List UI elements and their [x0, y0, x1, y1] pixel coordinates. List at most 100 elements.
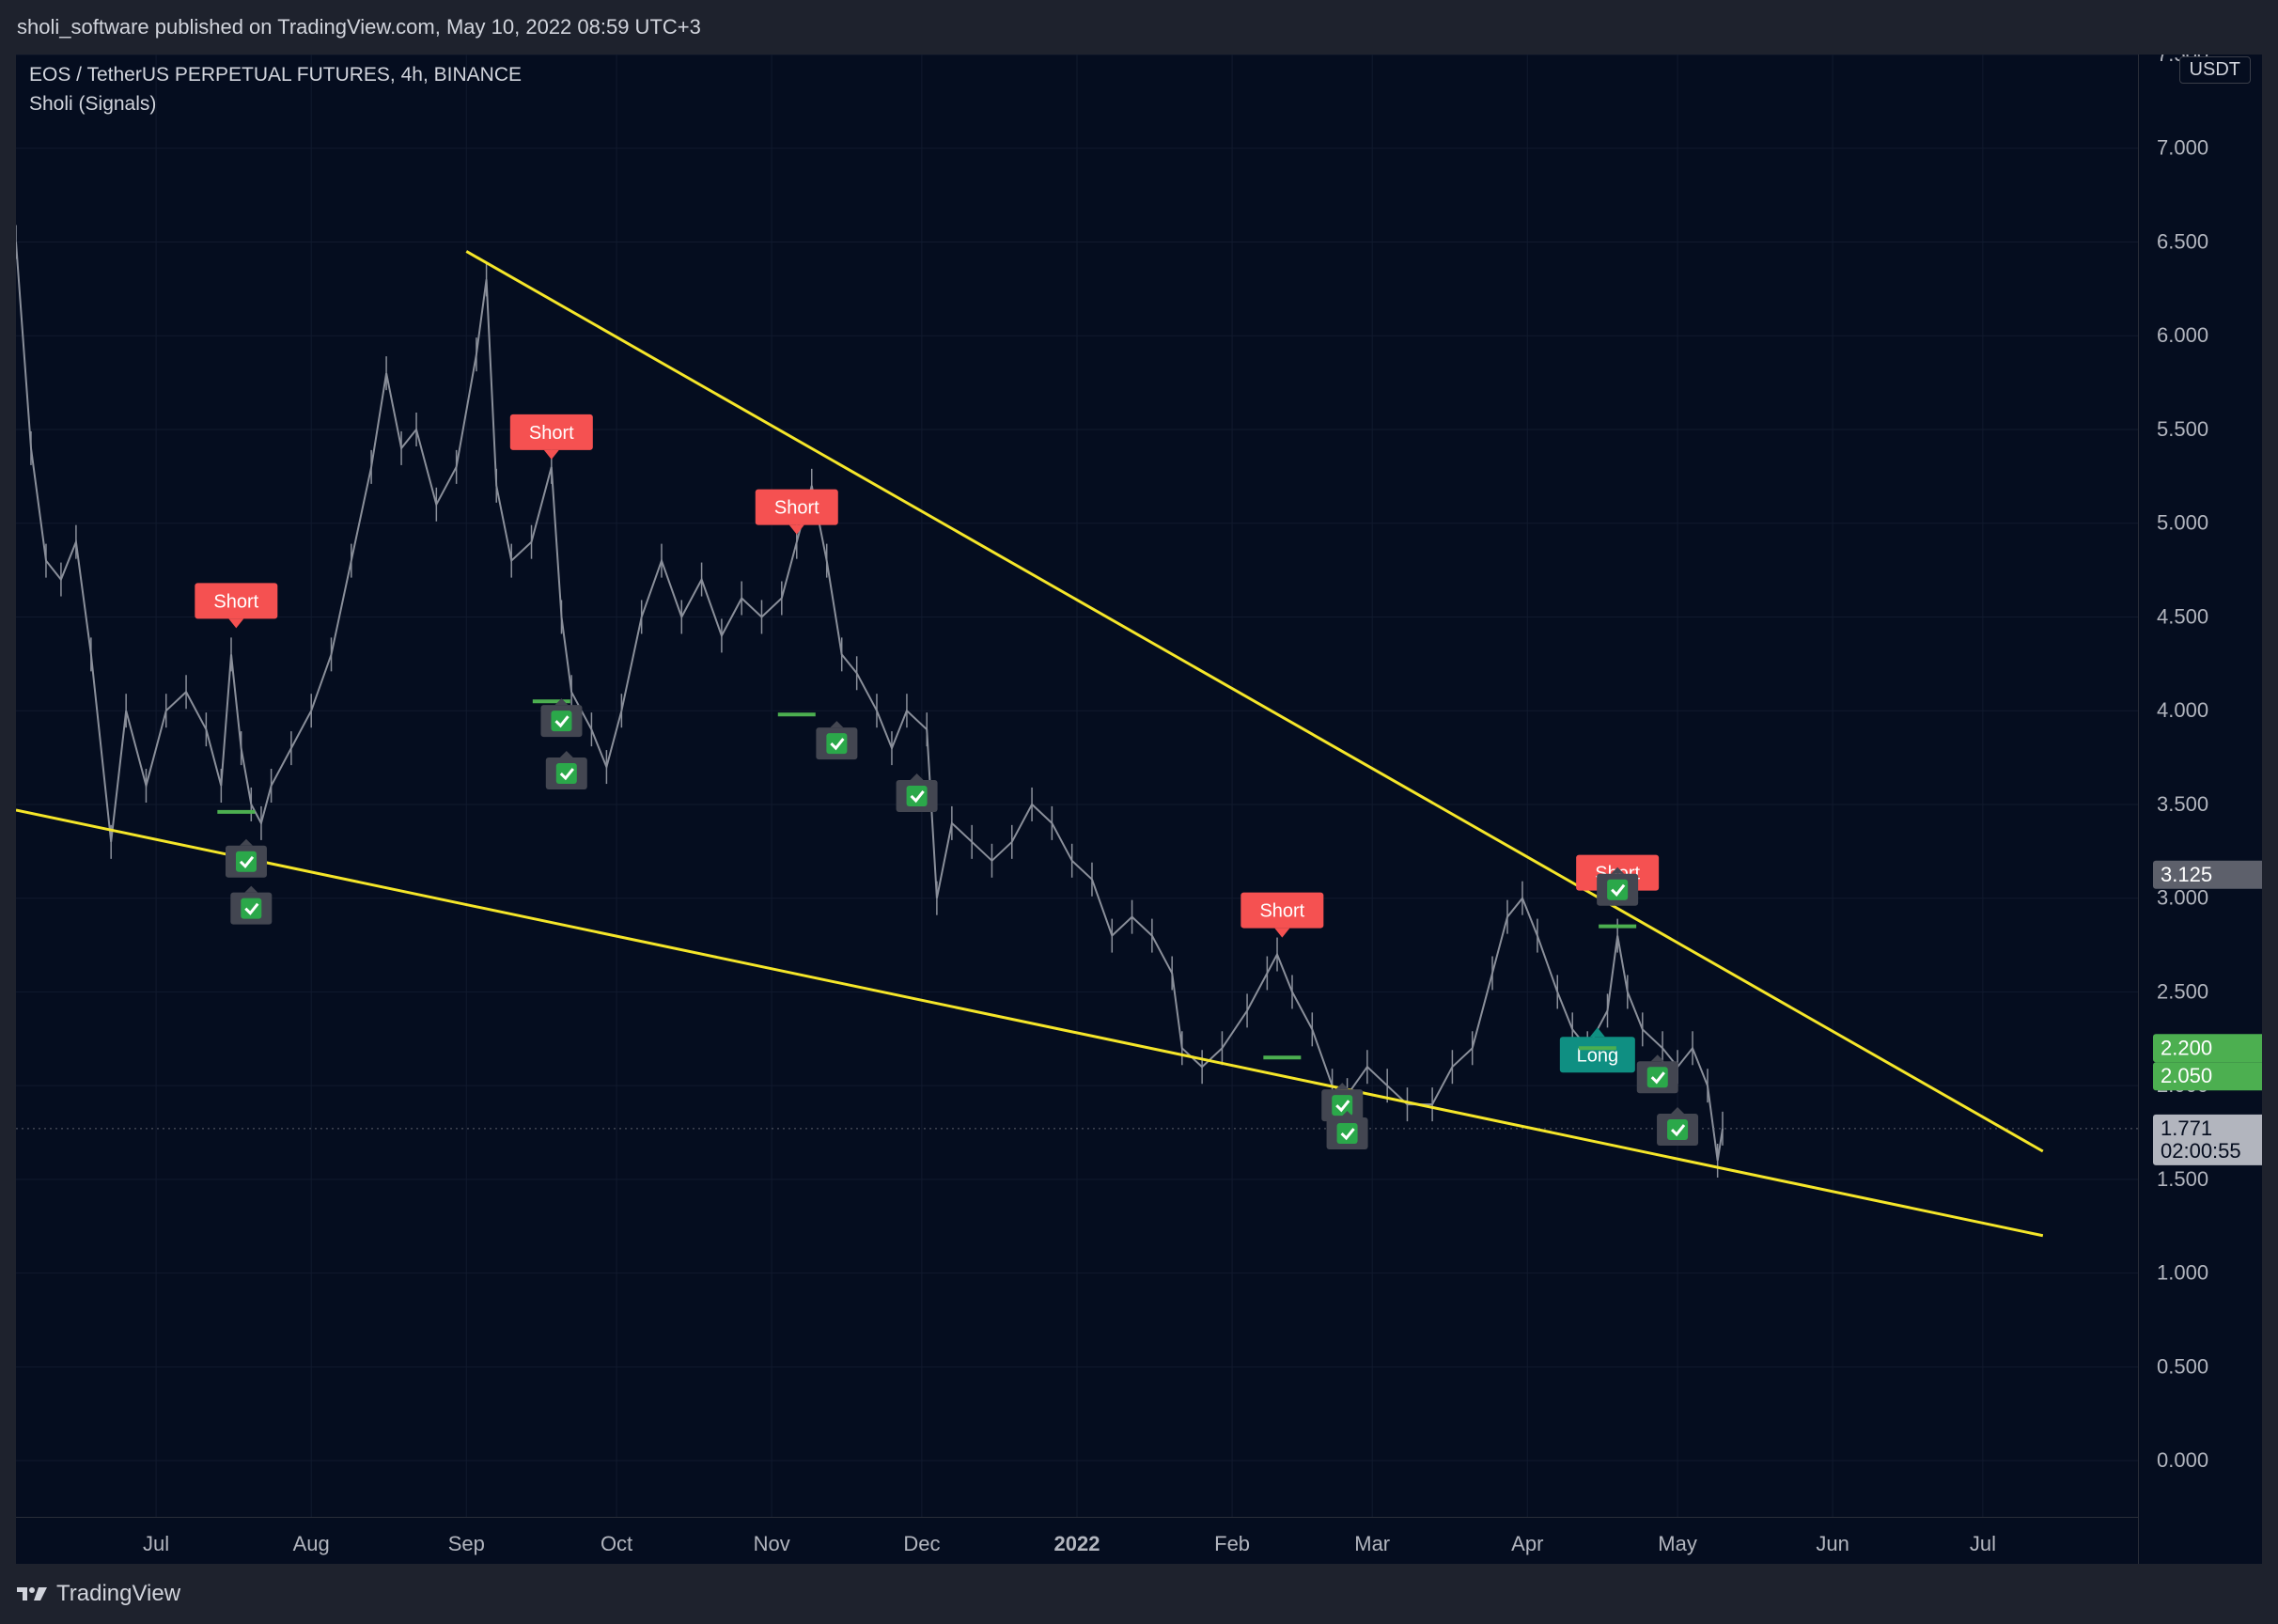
y-tick-label: 0.500	[2157, 1354, 2208, 1378]
check-icon	[235, 851, 257, 872]
signal-box	[1559, 1037, 1635, 1073]
y-tick-label: 0.000	[2157, 1448, 2208, 1472]
y-tick-label: 1.000	[2157, 1261, 2208, 1285]
signal-pointer	[1274, 928, 1290, 938]
marker-pointer	[1650, 1054, 1664, 1062]
signal-pointer	[788, 524, 804, 535]
signal-short: Short	[195, 583, 278, 925]
signal-markers: Short Short Short Short Short Long	[195, 414, 1699, 1150]
y-tick-label: 6.500	[2157, 229, 2208, 253]
price-label-bg	[2153, 1034, 2262, 1063]
target-hit-marker	[545, 751, 587, 790]
price-chart[interactable]: ShortShortShortShortShortLong 7.5007.000…	[16, 55, 2262, 1564]
x-tick-label: Jul	[1970, 1532, 1996, 1555]
target-hit-marker	[1636, 1054, 1678, 1094]
signal-short: Short	[1576, 854, 1660, 929]
target-hit-marker	[1597, 867, 1639, 906]
check-mark	[554, 715, 570, 728]
check-icon	[1607, 879, 1629, 900]
price-label: 2.200	[2153, 1034, 2262, 1063]
time-axis-divider	[16, 1517, 2138, 1518]
x-tick-label: May	[1658, 1532, 1697, 1555]
signal-label: Long	[1577, 1045, 1619, 1066]
x-tick-label: Feb	[1214, 1532, 1250, 1555]
chart-frame[interactable]: ShortShortShortShortShortLong 7.5007.000…	[16, 55, 2262, 1564]
footer: TradingView	[0, 1564, 2278, 1624]
signal-label: Short	[529, 423, 574, 444]
target-hit-marker	[816, 721, 858, 760]
countdown-text: 02:00:55	[2161, 1139, 2241, 1163]
x-tick-label: Nov	[754, 1532, 790, 1555]
marker-pointer	[554, 698, 569, 706]
y-tick-label: 5.000	[2157, 511, 2208, 535]
check-icon	[906, 785, 928, 806]
check-icon	[1646, 1067, 1668, 1088]
marker-pointer	[1671, 1107, 1685, 1115]
check-mark	[830, 738, 845, 751]
signal-box	[1240, 892, 1324, 929]
signal-pointer	[228, 618, 244, 629]
published-text: sholi_software published on TradingView.…	[17, 15, 701, 39]
signal-pointer	[543, 449, 559, 460]
price-label-text: 1.771	[2161, 1116, 2212, 1140]
check-icon	[551, 710, 572, 732]
tradingview-brand[interactable]: TradingView	[17, 1581, 180, 1607]
target-hit-marker	[540, 698, 583, 738]
y-tick-label: 7.000	[2157, 136, 2208, 160]
target-hit-marker	[1657, 1107, 1699, 1147]
signal-pointer	[1589, 1027, 1605, 1038]
x-tick-label: Mar	[1354, 1532, 1390, 1555]
x-tick-label: Jun	[1816, 1532, 1849, 1555]
y-tick-label: 2.500	[2157, 979, 2208, 1003]
marker-pointer	[1340, 1111, 1354, 1118]
time-axis: Jul Aug Sep Oct Nov Dec 2022 Feb Mar Apr May Jun Jul	[143, 1532, 1996, 1555]
target-hit-marker	[225, 838, 267, 878]
check-mark	[1340, 1128, 1355, 1141]
check-mark	[559, 768, 574, 781]
currency-badge[interactable]: USDT	[2178, 56, 2251, 84]
check-icon	[555, 763, 577, 785]
indicator-title: Sholi (Signals)	[29, 93, 157, 115]
signal-short: Short	[509, 414, 593, 790]
price-label-text: 2.200	[2161, 1036, 2212, 1059]
check-mark	[1650, 1071, 1665, 1085]
trendline-lower	[16, 808, 2044, 1238]
check-mark	[1611, 883, 1626, 897]
marker-pointer	[244, 885, 258, 893]
x-tick-label: Jul	[143, 1532, 169, 1555]
check-mark	[244, 902, 259, 915]
y-tick-label: 4.500	[2157, 604, 2208, 628]
signal-box	[509, 414, 593, 450]
chart-grid	[16, 55, 2138, 1517]
x-tick-label: 2022	[1054, 1532, 1100, 1555]
brand-label: TradingView	[56, 1581, 181, 1606]
price-label-bg	[2153, 1114, 2262, 1165]
price-label: 2.050	[2153, 1062, 2262, 1091]
check-icon	[1667, 1119, 1689, 1141]
tradingview-logo-icon	[17, 1587, 47, 1601]
y-tick-label: 3.500	[2157, 792, 2208, 816]
y-tick-label: 6.000	[2157, 323, 2208, 347]
y-tick-label: 4.000	[2157, 698, 2208, 722]
price-label-text: 3.125	[2161, 863, 2212, 886]
signal-short: Short	[755, 489, 938, 812]
signal-label: Short	[1259, 901, 1304, 922]
target-hit-marker	[230, 885, 273, 925]
signal-box	[755, 489, 838, 525]
signal-short: Short	[1240, 892, 1368, 1150]
marker-pointer	[1335, 1083, 1350, 1090]
marker-pointer	[239, 838, 253, 846]
price-line	[16, 242, 1724, 1162]
signal-label: Short	[774, 498, 819, 519]
y-tick-label: 5.500	[2157, 417, 2208, 441]
price-axis: 7.5007.0006.5006.0005.5005.0004.5004.000…	[2157, 55, 2208, 1472]
marker-pointer	[1611, 867, 1625, 874]
check-mark	[910, 790, 925, 804]
signal-long: Long	[1559, 1027, 1699, 1147]
price-label-bg	[2153, 1062, 2262, 1091]
signal-label: Short	[213, 591, 258, 612]
symbol-title: EOS / TetherUS PERPETUAL FUTURES, 4h, BI…	[29, 64, 522, 86]
price-label: 3.125	[2153, 860, 2262, 889]
